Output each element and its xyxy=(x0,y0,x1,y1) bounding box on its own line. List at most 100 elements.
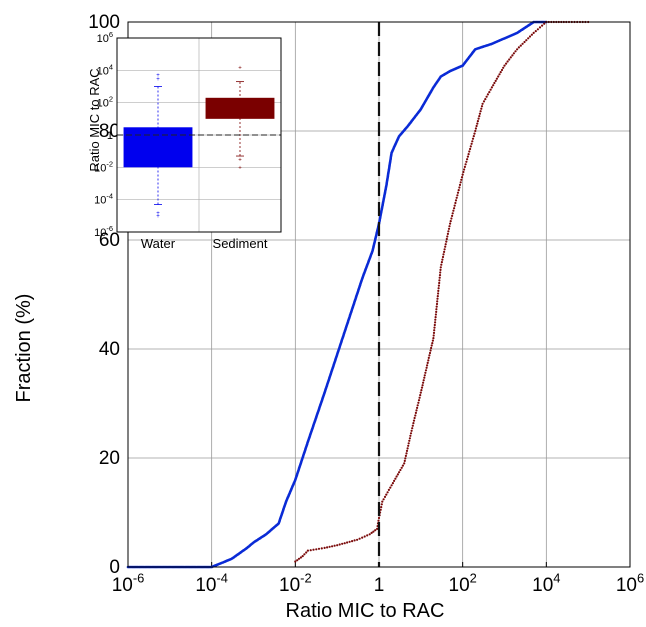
data-point xyxy=(499,71,502,74)
outlier: + xyxy=(156,211,160,217)
data-point xyxy=(432,334,435,337)
outlier: + xyxy=(156,214,160,220)
data-point xyxy=(361,536,364,539)
data-point xyxy=(454,199,458,202)
x-tick-label: 102 xyxy=(449,570,477,596)
data-point xyxy=(409,432,413,435)
data-point xyxy=(481,102,484,105)
data-point xyxy=(473,132,476,135)
data-point xyxy=(485,95,488,98)
data-point xyxy=(408,437,411,440)
data-point xyxy=(471,137,475,140)
data-point xyxy=(338,543,341,546)
data-point xyxy=(348,540,351,543)
data-point xyxy=(346,541,349,544)
data-point xyxy=(333,544,336,547)
inset-y-tick-label: 104 xyxy=(97,62,113,77)
data-point xyxy=(323,546,326,550)
data-point xyxy=(399,468,402,472)
data-point xyxy=(435,305,438,308)
data-point xyxy=(401,464,404,467)
data-point xyxy=(328,545,331,548)
inset-y-tick-label: 10-4 xyxy=(94,192,113,207)
data-point xyxy=(443,248,446,251)
data-point xyxy=(416,406,419,409)
inset-y-tick-label: 10-2 xyxy=(94,159,113,174)
data-point xyxy=(403,462,406,465)
data-point xyxy=(462,170,465,174)
data-point xyxy=(407,444,410,447)
y-tick-label: 80 xyxy=(99,121,120,142)
inset-category-label: Sediment xyxy=(213,236,268,251)
data-point xyxy=(430,346,433,350)
data-point xyxy=(383,495,387,498)
data-point xyxy=(403,459,406,462)
outlier: + xyxy=(156,73,160,79)
data-point xyxy=(422,381,425,384)
data-point xyxy=(438,274,442,277)
data-point xyxy=(390,484,393,487)
data-point xyxy=(440,263,443,266)
data-point xyxy=(474,129,477,133)
box xyxy=(123,127,193,168)
data-point xyxy=(370,531,373,535)
data-point xyxy=(410,429,413,432)
data-point xyxy=(451,214,454,217)
data-point xyxy=(417,401,420,404)
data-point xyxy=(438,279,441,282)
data-point xyxy=(436,300,439,303)
data-point xyxy=(381,500,384,503)
data-point xyxy=(480,107,483,110)
data-point xyxy=(315,548,318,551)
data-point xyxy=(517,46,521,49)
data-point xyxy=(458,186,461,189)
data-point xyxy=(439,266,442,269)
data-point xyxy=(434,313,437,316)
data-point xyxy=(465,160,468,163)
y-axis-label: Fraction (%) xyxy=(13,294,35,403)
data-point xyxy=(393,479,396,482)
data-point xyxy=(439,268,442,271)
data-point xyxy=(424,369,428,372)
data-point xyxy=(436,295,439,298)
data-point xyxy=(478,112,481,115)
inset-x-tick-labels: Water Sediment xyxy=(141,236,268,251)
outlier: + xyxy=(238,158,242,164)
data-point xyxy=(434,321,437,324)
data-point xyxy=(447,227,451,230)
data-point xyxy=(363,535,366,538)
data-point xyxy=(409,434,412,437)
data-point xyxy=(426,361,429,364)
data-point xyxy=(404,457,407,460)
data-point xyxy=(475,124,478,128)
data-point xyxy=(488,91,491,94)
data-point xyxy=(411,427,414,430)
data-point xyxy=(305,551,308,554)
data-point xyxy=(505,62,508,65)
data-point xyxy=(471,140,474,143)
data-point xyxy=(430,344,433,347)
data-point xyxy=(534,30,537,33)
inset-boxes: +++++++ xyxy=(123,65,275,220)
data-point xyxy=(474,127,477,130)
inset-y-axis-label: Ratio MIC to RAC xyxy=(87,68,102,171)
data-point xyxy=(479,110,482,113)
data-point xyxy=(412,419,416,422)
data-point xyxy=(297,557,301,560)
data-point xyxy=(466,158,469,161)
data-point xyxy=(425,366,428,369)
data-point xyxy=(423,376,426,379)
data-point xyxy=(387,488,390,491)
data-point xyxy=(427,359,430,362)
box-sediment: +++ xyxy=(205,65,275,171)
data-point xyxy=(432,331,436,334)
data-point xyxy=(458,183,462,186)
data-point xyxy=(426,364,429,367)
data-point xyxy=(482,100,486,103)
data-point xyxy=(494,79,497,82)
data-point xyxy=(463,168,466,171)
data-point xyxy=(416,404,419,407)
inset-y-tick-label: 10-6 xyxy=(94,224,113,239)
data-point xyxy=(414,411,417,414)
data-point xyxy=(477,117,480,120)
